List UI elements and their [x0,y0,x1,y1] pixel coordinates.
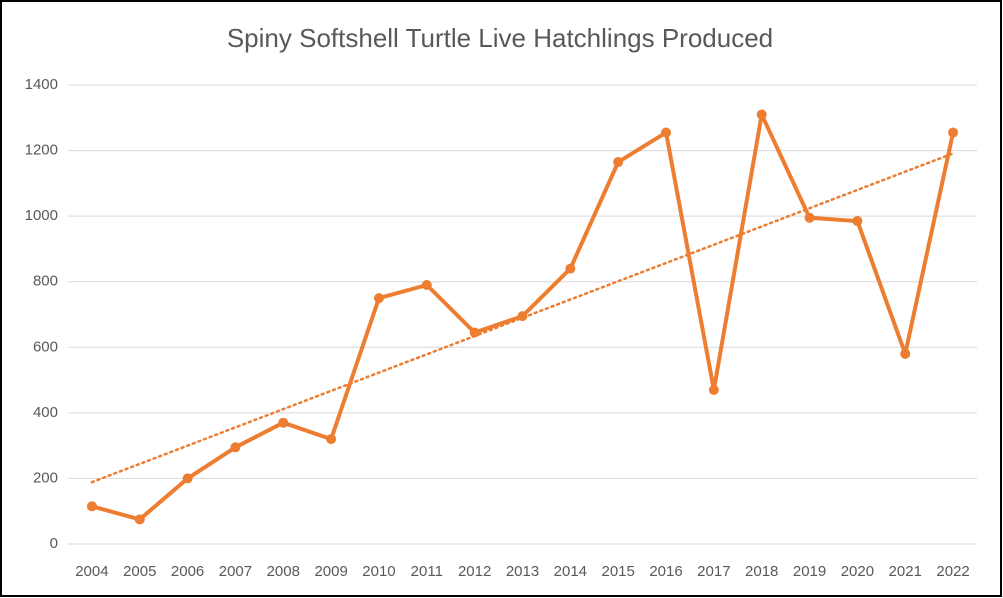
x-tick-label: 2011 [411,563,443,580]
x-tick-label: 2013 [506,563,539,580]
y-tick-label: 1400 [25,76,58,93]
data-point [326,434,337,445]
x-tick-label: 2010 [362,563,395,580]
y-tick-label: 800 [33,273,58,290]
x-tick-label: 2007 [219,563,252,580]
x-tick-label: 2018 [745,563,778,580]
data-point [900,348,911,359]
data-point [948,127,959,138]
data-point [661,127,672,138]
data-point [182,473,193,484]
x-tick-label: 2008 [267,563,300,580]
x-tick-label: 2021 [889,563,922,580]
data-point [230,442,241,453]
y-tick-label: 200 [33,469,58,486]
data-point [421,279,432,290]
data-point [134,514,145,525]
data-point [517,311,528,322]
x-tick-label: 2017 [697,563,730,580]
data-point [804,212,815,223]
x-tick-label: 2005 [123,563,156,580]
y-tick-label: 400 [33,404,58,421]
chart-title: Spiny Softshell Turtle Live Hatchlings P… [227,23,773,53]
x-tick-label: 2012 [458,563,491,580]
data-point [565,263,576,274]
data-point [708,384,719,395]
y-tick-label: 1000 [25,207,58,224]
x-tick-label: 2009 [314,563,347,580]
y-tick-label: 0 [50,535,58,552]
x-tick-label: 2014 [554,563,587,580]
data-point [86,501,97,512]
y-tick-label: 1200 [25,142,58,159]
x-tick-label: 2022 [936,563,969,580]
data-point [373,293,384,304]
data-point [469,327,480,338]
x-tick-label: 2015 [601,563,634,580]
data-point [756,109,767,120]
data-point [613,157,624,168]
x-tick-label: 2006 [171,563,204,580]
x-tick-label: 2019 [793,563,826,580]
x-tick-label: 2016 [649,563,682,580]
x-tick-label: 2004 [75,563,108,580]
data-point [852,216,863,227]
y-tick-label: 600 [33,338,58,355]
x-tick-label: 2020 [841,563,874,580]
data-point [278,417,289,428]
